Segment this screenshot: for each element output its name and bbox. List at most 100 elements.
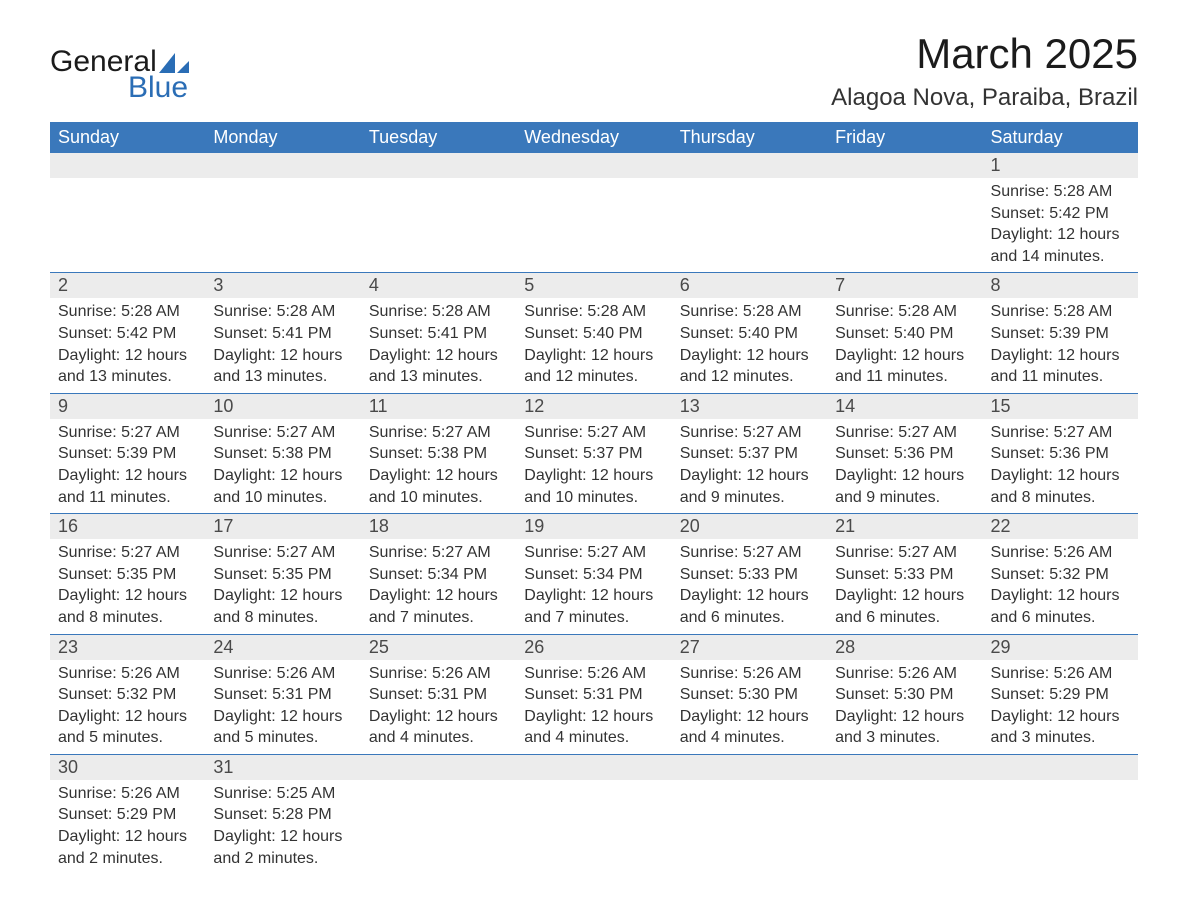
day-body: Sunrise: 5:28 AMSunset: 5:40 PMDaylight:… (672, 298, 827, 392)
calendar-day-cell (361, 754, 516, 874)
day-daylight-line1: Daylight: 12 hours (680, 345, 819, 367)
day-number: 14 (827, 394, 982, 419)
calendar-day-cell: 26Sunrise: 5:26 AMSunset: 5:31 PMDayligh… (516, 634, 671, 754)
day-sunset: Sunset: 5:39 PM (991, 323, 1130, 345)
page-title: March 2025 (831, 30, 1138, 78)
day-daylight-line1: Daylight: 12 hours (213, 826, 352, 848)
day-body: Sunrise: 5:27 AMSunset: 5:34 PMDaylight:… (361, 539, 516, 633)
day-daylight-line2: and 3 minutes. (991, 727, 1130, 749)
day-daylight-line1: Daylight: 12 hours (213, 585, 352, 607)
day-daylight-line1: Daylight: 12 hours (991, 706, 1130, 728)
day-body: Sunrise: 5:28 AMSunset: 5:42 PMDaylight:… (983, 178, 1138, 272)
calendar-day-cell: 20Sunrise: 5:27 AMSunset: 5:33 PMDayligh… (672, 514, 827, 634)
day-daylight-line1: Daylight: 12 hours (835, 706, 974, 728)
calendar-day-cell: 19Sunrise: 5:27 AMSunset: 5:34 PMDayligh… (516, 514, 671, 634)
day-sunrise: Sunrise: 5:26 AM (369, 663, 508, 685)
day-body (361, 178, 516, 258)
day-body (516, 178, 671, 258)
day-daylight-line1: Daylight: 12 hours (991, 465, 1130, 487)
calendar-day-cell: 10Sunrise: 5:27 AMSunset: 5:38 PMDayligh… (205, 393, 360, 513)
calendar-day-cell (827, 754, 982, 874)
calendar-day-cell: 22Sunrise: 5:26 AMSunset: 5:32 PMDayligh… (983, 514, 1138, 634)
calendar-week-row: 16Sunrise: 5:27 AMSunset: 5:35 PMDayligh… (50, 514, 1138, 634)
day-daylight-line2: and 11 minutes. (58, 487, 197, 509)
calendar-header-row: Sunday Monday Tuesday Wednesday Thursday… (50, 122, 1138, 153)
day-sunset: Sunset: 5:39 PM (58, 443, 197, 465)
calendar-day-cell: 8Sunrise: 5:28 AMSunset: 5:39 PMDaylight… (983, 273, 1138, 393)
day-sunrise: Sunrise: 5:26 AM (835, 663, 974, 685)
day-daylight-line1: Daylight: 12 hours (991, 585, 1130, 607)
day-sunset: Sunset: 5:38 PM (369, 443, 508, 465)
calendar-day-cell (205, 153, 360, 273)
day-daylight-line2: and 6 minutes. (835, 607, 974, 629)
calendar-day-cell: 25Sunrise: 5:26 AMSunset: 5:31 PMDayligh… (361, 634, 516, 754)
day-sunset: Sunset: 5:29 PM (991, 684, 1130, 706)
day-daylight-line2: and 4 minutes. (369, 727, 508, 749)
calendar-day-cell: 5Sunrise: 5:28 AMSunset: 5:40 PMDaylight… (516, 273, 671, 393)
day-daylight-line2: and 4 minutes. (680, 727, 819, 749)
day-sunrise: Sunrise: 5:27 AM (835, 542, 974, 564)
day-sunrise: Sunrise: 5:28 AM (991, 181, 1130, 203)
day-body: Sunrise: 5:28 AMSunset: 5:39 PMDaylight:… (983, 298, 1138, 392)
day-body: Sunrise: 5:27 AMSunset: 5:39 PMDaylight:… (50, 419, 205, 513)
calendar-day-cell: 14Sunrise: 5:27 AMSunset: 5:36 PMDayligh… (827, 393, 982, 513)
day-daylight-line1: Daylight: 12 hours (58, 826, 197, 848)
day-daylight-line1: Daylight: 12 hours (58, 465, 197, 487)
day-body (516, 780, 671, 860)
day-sunrise: Sunrise: 5:26 AM (991, 663, 1130, 685)
day-number: 6 (672, 273, 827, 298)
day-sunset: Sunset: 5:31 PM (369, 684, 508, 706)
day-sunset: Sunset: 5:37 PM (524, 443, 663, 465)
header-tuesday: Tuesday (361, 122, 516, 153)
day-sunrise: Sunrise: 5:28 AM (524, 301, 663, 323)
day-body: Sunrise: 5:26 AMSunset: 5:29 PMDaylight:… (50, 780, 205, 874)
day-body: Sunrise: 5:27 AMSunset: 5:36 PMDaylight:… (827, 419, 982, 513)
day-daylight-line1: Daylight: 12 hours (369, 706, 508, 728)
day-sunset: Sunset: 5:33 PM (835, 564, 974, 586)
calendar-body: 1Sunrise: 5:28 AMSunset: 5:42 PMDaylight… (50, 153, 1138, 874)
day-daylight-line2: and 9 minutes. (680, 487, 819, 509)
day-sunrise: Sunrise: 5:26 AM (524, 663, 663, 685)
day-sunset: Sunset: 5:34 PM (369, 564, 508, 586)
day-body: Sunrise: 5:27 AMSunset: 5:35 PMDaylight:… (205, 539, 360, 633)
day-daylight-line2: and 4 minutes. (524, 727, 663, 749)
calendar-day-cell (827, 153, 982, 273)
day-daylight-line2: and 10 minutes. (213, 487, 352, 509)
day-body: Sunrise: 5:28 AMSunset: 5:40 PMDaylight:… (516, 298, 671, 392)
day-daylight-line2: and 11 minutes. (835, 366, 974, 388)
day-sunset: Sunset: 5:38 PM (213, 443, 352, 465)
calendar-week-row: 9Sunrise: 5:27 AMSunset: 5:39 PMDaylight… (50, 393, 1138, 513)
header-friday: Friday (827, 122, 982, 153)
day-daylight-line2: and 12 minutes. (680, 366, 819, 388)
calendar-day-cell: 16Sunrise: 5:27 AMSunset: 5:35 PMDayligh… (50, 514, 205, 634)
day-daylight-line2: and 2 minutes. (213, 848, 352, 870)
day-sunrise: Sunrise: 5:27 AM (680, 422, 819, 444)
day-sunset: Sunset: 5:31 PM (213, 684, 352, 706)
calendar-day-cell: 11Sunrise: 5:27 AMSunset: 5:38 PMDayligh… (361, 393, 516, 513)
day-daylight-line1: Daylight: 12 hours (213, 706, 352, 728)
day-daylight-line2: and 8 minutes. (58, 607, 197, 629)
calendar-week-row: 23Sunrise: 5:26 AMSunset: 5:32 PMDayligh… (50, 634, 1138, 754)
calendar-day-cell: 2Sunrise: 5:28 AMSunset: 5:42 PMDaylight… (50, 273, 205, 393)
day-number (516, 755, 671, 780)
calendar-day-cell: 1Sunrise: 5:28 AMSunset: 5:42 PMDaylight… (983, 153, 1138, 273)
calendar-day-cell: 23Sunrise: 5:26 AMSunset: 5:32 PMDayligh… (50, 634, 205, 754)
day-body: Sunrise: 5:27 AMSunset: 5:36 PMDaylight:… (983, 419, 1138, 513)
header-saturday: Saturday (983, 122, 1138, 153)
calendar-day-cell: 3Sunrise: 5:28 AMSunset: 5:41 PMDaylight… (205, 273, 360, 393)
calendar-day-cell: 7Sunrise: 5:28 AMSunset: 5:40 PMDaylight… (827, 273, 982, 393)
day-body: Sunrise: 5:27 AMSunset: 5:34 PMDaylight:… (516, 539, 671, 633)
day-daylight-line1: Daylight: 12 hours (58, 345, 197, 367)
day-number: 29 (983, 635, 1138, 660)
day-sunrise: Sunrise: 5:26 AM (58, 783, 197, 805)
day-daylight-line1: Daylight: 12 hours (524, 706, 663, 728)
day-sunrise: Sunrise: 5:28 AM (680, 301, 819, 323)
day-number: 30 (50, 755, 205, 780)
day-body (672, 178, 827, 258)
day-daylight-line1: Daylight: 12 hours (835, 585, 974, 607)
calendar-day-cell: 18Sunrise: 5:27 AMSunset: 5:34 PMDayligh… (361, 514, 516, 634)
day-daylight-line1: Daylight: 12 hours (213, 345, 352, 367)
day-daylight-line1: Daylight: 12 hours (991, 345, 1130, 367)
day-sunset: Sunset: 5:30 PM (835, 684, 974, 706)
day-number: 11 (361, 394, 516, 419)
